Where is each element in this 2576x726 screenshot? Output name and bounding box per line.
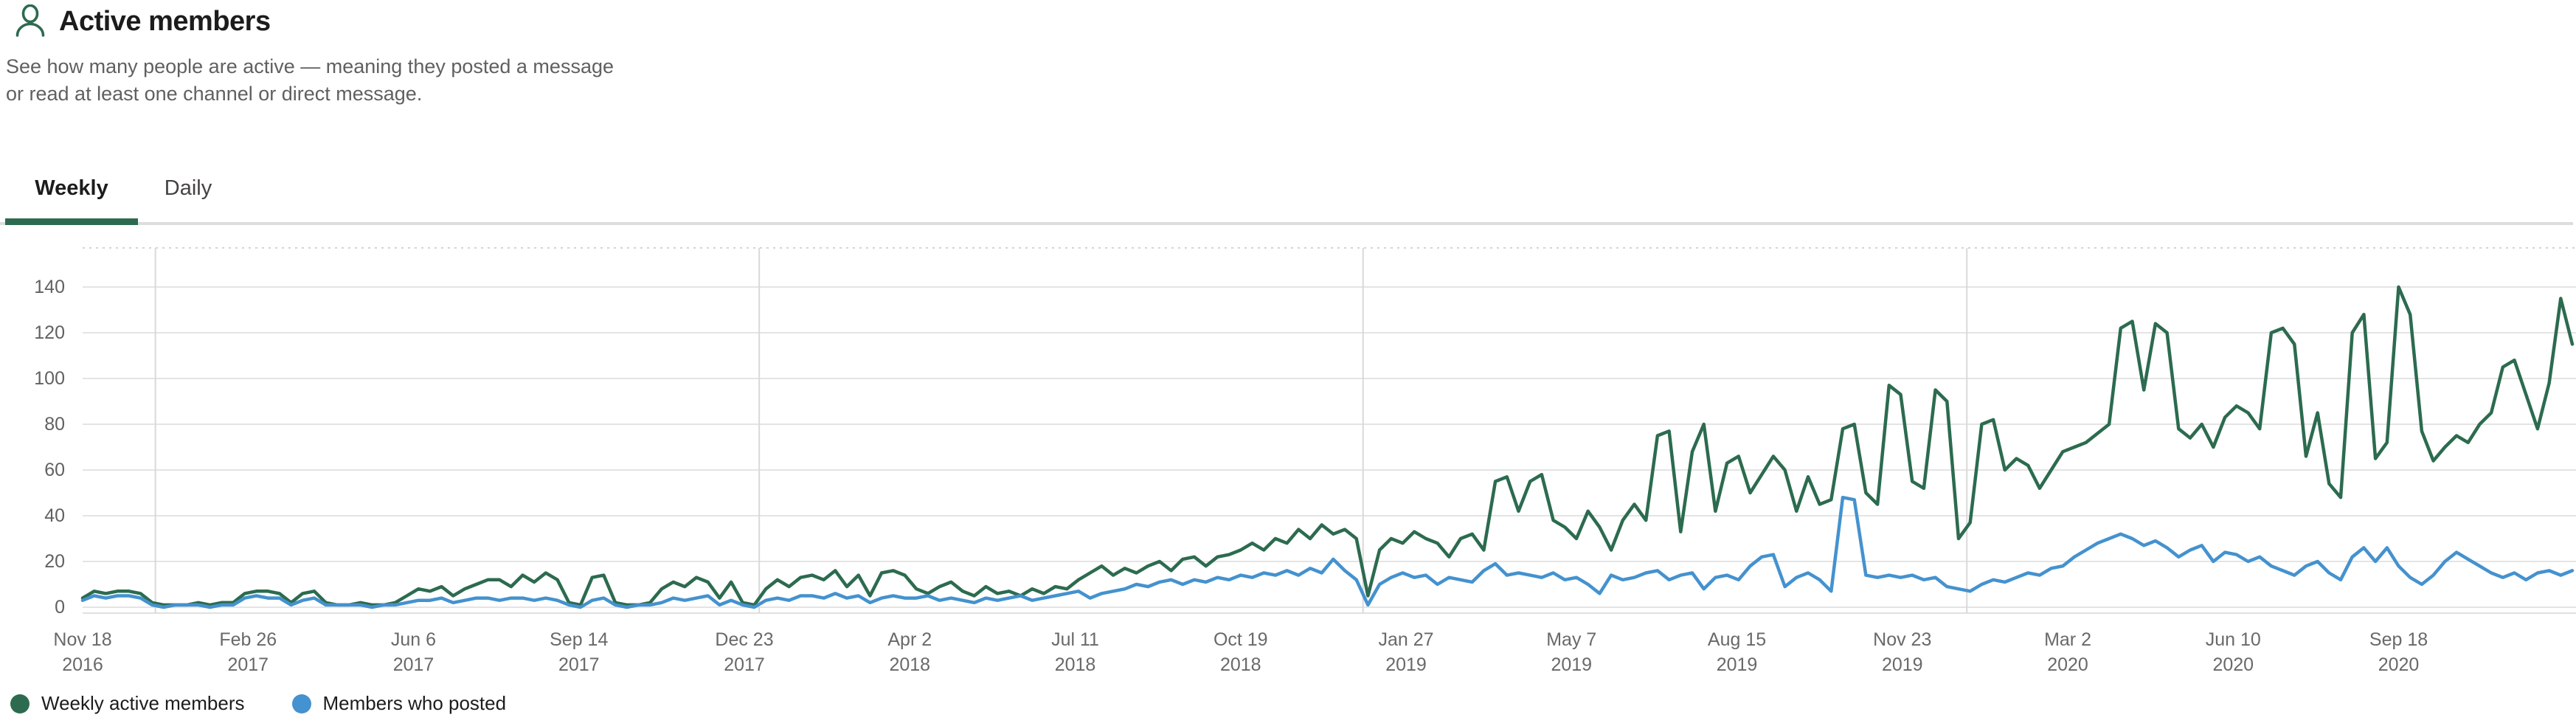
- x-tick-label: Dec 23 2017: [656, 627, 833, 677]
- x-tick-label: Jun 6 2017: [325, 627, 502, 677]
- x-tick-label: Apr 2 2018: [821, 627, 998, 677]
- person-icon: [15, 4, 46, 38]
- x-tick-date: May 7: [1546, 629, 1597, 650]
- x-tick-year: 2020: [2378, 654, 2420, 675]
- x-tick-date: Nov 23: [1873, 629, 1932, 650]
- x-tick-year: 2019: [1551, 654, 1593, 675]
- y-tick-label: 0: [55, 597, 65, 618]
- chart-legend: Weekly active members Members who posted: [10, 692, 506, 715]
- x-tick-date: Jul 11: [1051, 629, 1099, 650]
- x-tick-date: Jun 6: [390, 629, 437, 650]
- y-tick-label: 20: [44, 551, 65, 572]
- x-tick-date: Oct 19: [1213, 629, 1268, 650]
- x-tick-date: Dec 23: [715, 629, 774, 650]
- x-tick-year: 2017: [392, 654, 434, 675]
- x-tick-date: Jun 10: [2205, 629, 2261, 650]
- series-line-members-who-posted[interactable]: [80, 495, 2575, 609]
- x-tick-year: 2016: [62, 654, 103, 675]
- x-tick-label: Nov 18 2016: [0, 627, 171, 677]
- x-tick-year: 2020: [2212, 654, 2254, 675]
- x-tick-year: 2019: [1716, 654, 1758, 675]
- x-tick-label: Mar 2 2020: [1979, 627, 2156, 677]
- x-tick-date: Feb 26: [219, 629, 277, 650]
- tab-weekly[interactable]: Weekly: [5, 159, 138, 225]
- x-tick-year: 2020: [2047, 654, 2088, 675]
- x-tick-label: Feb 26 2017: [159, 627, 336, 677]
- legend-dot-blue: [291, 694, 311, 713]
- y-tick-label: 120: [34, 322, 65, 343]
- tab-daily[interactable]: Daily: [164, 176, 212, 200]
- legend-dot-green: [10, 694, 30, 713]
- y-tick-label: 140: [34, 277, 65, 297]
- x-tick-label: Oct 19 2018: [1152, 627, 1329, 677]
- x-tick-year: 2018: [889, 654, 931, 675]
- page-description: See how many people are active — meaning…: [6, 55, 614, 105]
- x-tick-label: Aug 15 2019: [1649, 627, 1826, 677]
- x-tick-year: 2018: [1054, 654, 1096, 675]
- x-tick-date: Apr 2: [887, 629, 932, 650]
- x-tick-date: Aug 15: [1707, 629, 1767, 650]
- x-tick-date: Mar 2: [2044, 629, 2091, 650]
- tab-bar: Weekly Daily: [0, 159, 2573, 225]
- x-tick-label: Jan 27 2019: [1318, 627, 1495, 677]
- x-tick-year: 2017: [227, 654, 269, 675]
- legend-item-members-posted: Members who posted: [291, 692, 507, 715]
- x-tick-date: Nov 18: [53, 629, 112, 650]
- x-tick-year: 2019: [1881, 654, 1923, 675]
- x-tick-label: Sep 14 2017: [491, 627, 668, 677]
- x-tick-date: Sep 14: [550, 629, 609, 650]
- x-tick-date: Sep 18: [2369, 629, 2428, 650]
- y-tick-label: 100: [34, 368, 65, 389]
- page-header: Active members: [15, 4, 271, 38]
- y-tick-label: 80: [44, 414, 65, 435]
- x-tick-year: 2018: [1219, 654, 1261, 675]
- x-tick-year: 2017: [724, 654, 765, 675]
- x-tick-date: Jan 27: [1378, 629, 1434, 650]
- legend-item-weekly-active: Weekly active members: [10, 692, 245, 715]
- y-tick-label: 40: [44, 505, 65, 526]
- x-tick-label: Jul 11 2018: [987, 627, 1164, 677]
- x-tick-year: 2019: [1385, 654, 1427, 675]
- page-title: Active members: [59, 5, 271, 37]
- x-tick-label: May 7 2019: [1483, 627, 1660, 677]
- series-line-weekly-active-members[interactable]: [80, 285, 2575, 607]
- x-tick-year: 2017: [558, 654, 600, 675]
- legend-label: Weekly active members: [41, 692, 245, 714]
- x-tick-label: Nov 23 2019: [1814, 627, 1991, 677]
- x-tick-label: Sep 18 2020: [2310, 627, 2487, 677]
- x-tick-label: Jun 10 2020: [2144, 627, 2321, 677]
- legend-label: Members who posted: [322, 692, 507, 714]
- y-tick-label: 60: [44, 460, 65, 480]
